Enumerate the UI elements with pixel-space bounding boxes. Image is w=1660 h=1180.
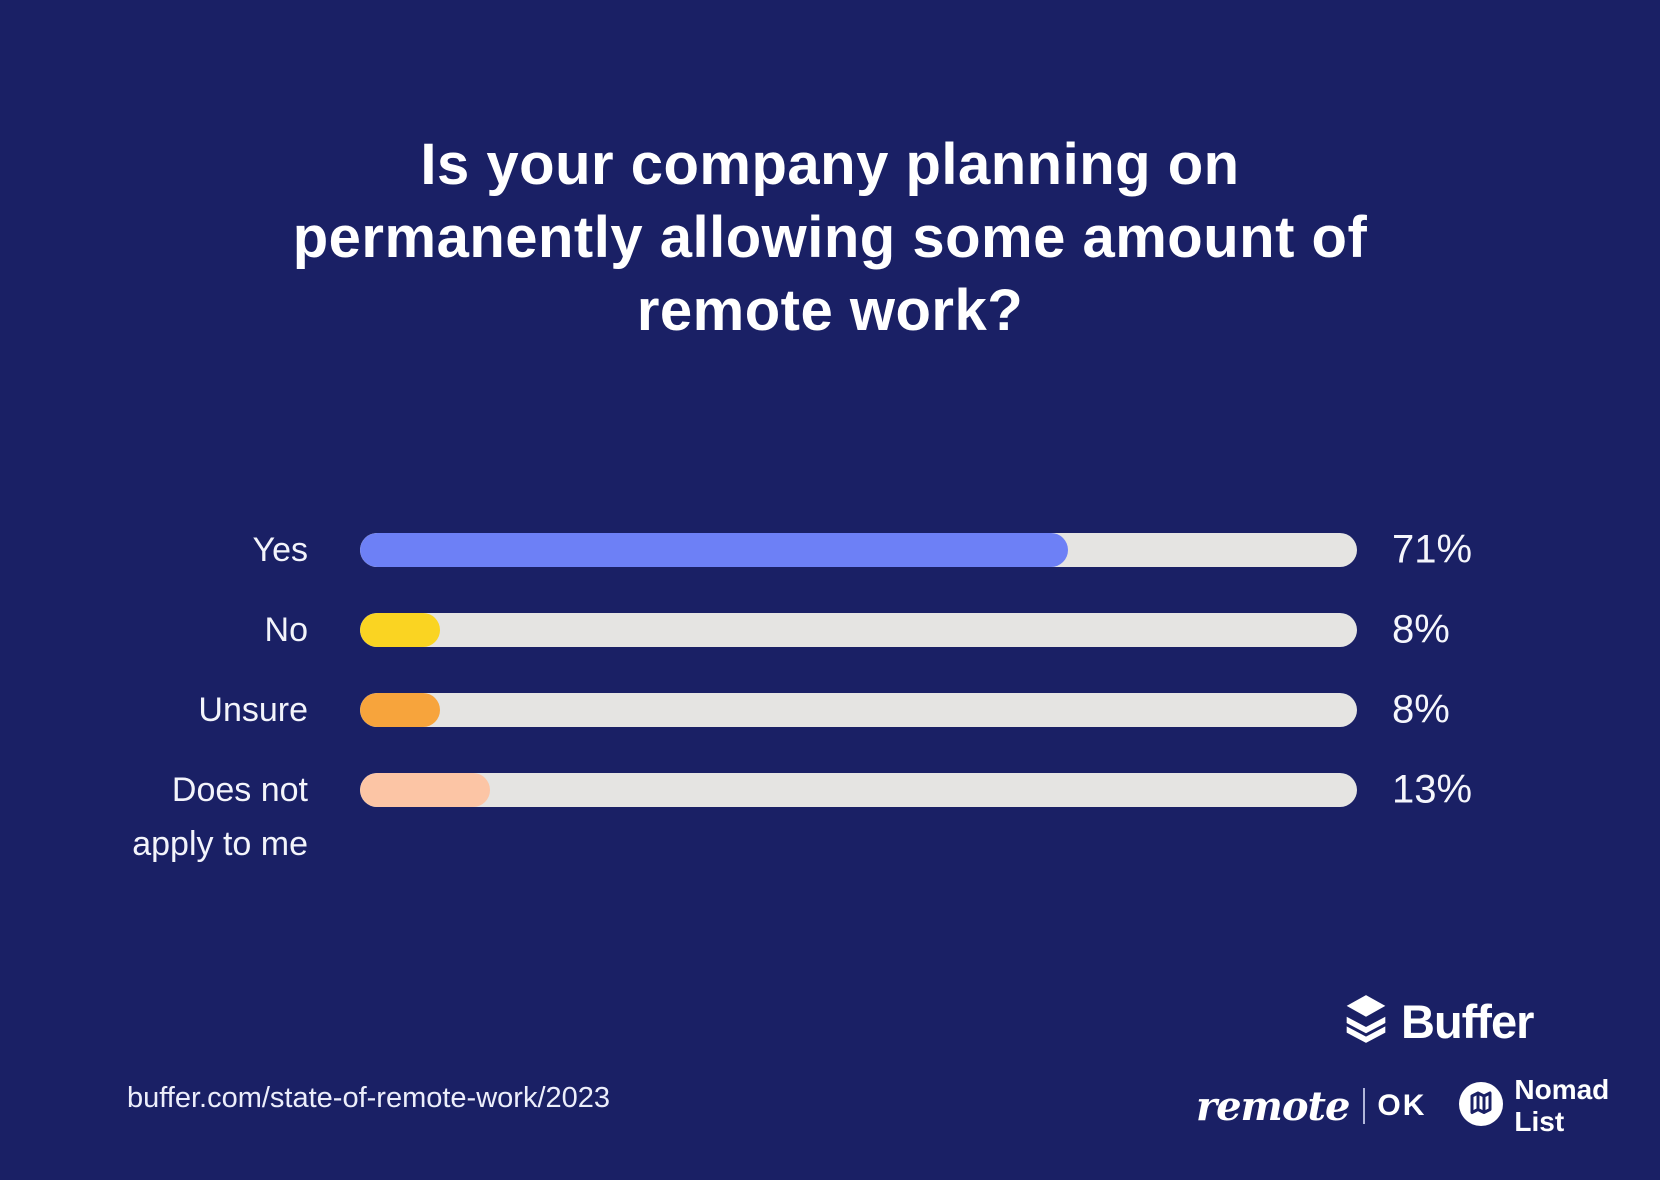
- buffer-logo: Buffer: [1343, 994, 1534, 1049]
- remote-ok-divider: [1363, 1088, 1366, 1124]
- nomad-list-logo: Nomad List: [1458, 1074, 1660, 1138]
- bar-row-unsure: Unsure 8%: [0, 688, 1660, 732]
- category-label: Does not apply to me: [132, 771, 308, 863]
- chart-title: Is your company planning on permanently …: [0, 128, 1660, 347]
- title-line-3: remote work?: [636, 278, 1024, 343]
- bar-row-yes: Yes 71%: [0, 528, 1660, 572]
- bar-track: [360, 693, 1357, 727]
- partner-logos: remote OK Nomad List: [1196, 1074, 1660, 1138]
- category-label: Unsure: [198, 691, 308, 729]
- folded-map-icon: [1458, 1081, 1504, 1132]
- bar-track: [360, 613, 1357, 647]
- bar-track: [360, 533, 1357, 567]
- category-label: No: [264, 611, 308, 649]
- percent-label: 71%: [1392, 527, 1473, 572]
- bar-fill: [360, 773, 490, 807]
- bar-fill: [360, 693, 440, 727]
- bar-row-no: No 8%: [0, 608, 1660, 652]
- title-line-1: Is your company planning on: [420, 132, 1240, 197]
- source-url: buffer.com/state-of-remote-work/2023: [127, 1082, 611, 1114]
- buffer-layers-icon: [1343, 994, 1389, 1049]
- bar-chart: Yes 71% No 8% Unsure 8% Does not apply t…: [0, 528, 1660, 864]
- buffer-logo-text: Buffer: [1401, 995, 1534, 1048]
- title-line-2: permanently allowing some amount of: [292, 205, 1368, 270]
- percent-label: 8%: [1392, 687, 1450, 732]
- bar-track: [360, 773, 1357, 807]
- percent-label: 8%: [1392, 607, 1450, 652]
- remote-ok-logo-script: remote: [1196, 1082, 1350, 1130]
- nomad-list-text: Nomad List: [1514, 1074, 1610, 1137]
- percent-label: 13%: [1392, 767, 1473, 812]
- bar-row-does-not-apply: Does not apply to me 13%: [0, 768, 1660, 864]
- remote-ok-logo-ok: OK: [1377, 1089, 1427, 1122]
- bar-fill: [360, 613, 440, 647]
- bar-fill: [360, 533, 1068, 567]
- category-label: Yes: [252, 531, 308, 569]
